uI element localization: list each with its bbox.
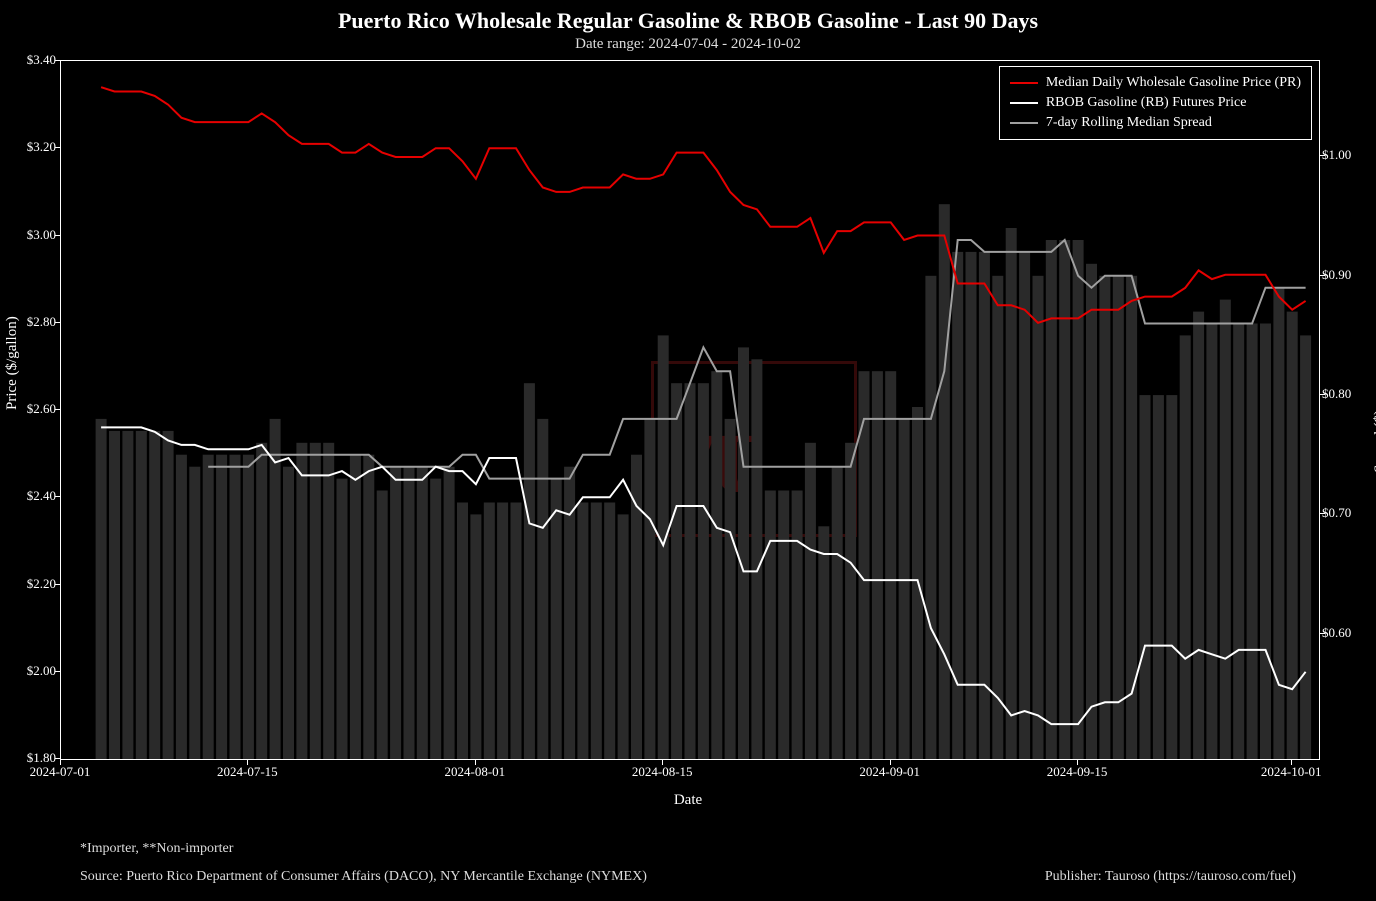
x-tick-label: 2024-09-01 xyxy=(859,764,920,780)
x-tick-label: 2024-09-15 xyxy=(1047,764,1108,780)
footnote-importer: *Importer, **Non-importer xyxy=(80,841,233,857)
x-axis-label: Date xyxy=(0,792,1376,809)
legend-label: 7-day Rolling Median Spread xyxy=(1046,115,1212,131)
y-left-tick-label: $2.60 xyxy=(20,401,56,417)
legend-label: Median Daily Wholesale Gasoline Price (P… xyxy=(1046,75,1301,91)
legend-item-wholesale: Median Daily Wholesale Gasoline Price (P… xyxy=(1010,73,1301,93)
legend-swatch-icon xyxy=(1010,122,1038,124)
footnote-publisher: Publisher: Tauroso (https://tauroso.com/… xyxy=(1045,869,1296,885)
x-tick-label: 2024-10-01 xyxy=(1261,764,1322,780)
y-right-tick-label: $0.90 xyxy=(1322,267,1362,283)
plot-svg xyxy=(61,61,1319,759)
y-right-tick-label: $1.00 xyxy=(1322,147,1362,163)
x-tick-label: 2024-08-15 xyxy=(632,764,693,780)
y-left-tick-label: $1.80 xyxy=(20,750,56,766)
chart-container: Puerto Rico Wholesale Regular Gasoline &… xyxy=(0,0,1376,901)
chart-title: Puerto Rico Wholesale Regular Gasoline &… xyxy=(0,8,1376,34)
y-right-tick-label: $0.60 xyxy=(1322,625,1362,641)
y-left-tick-label: $2.00 xyxy=(20,663,56,679)
x-tick-label: 2024-07-15 xyxy=(217,764,278,780)
y-right-tick-label: $0.80 xyxy=(1322,386,1362,402)
chart-subtitle: Date range: 2024-07-04 - 2024-10-02 xyxy=(0,36,1376,53)
legend-label: RBOB Gasoline (RB) Futures Price xyxy=(1046,95,1247,111)
y-left-tick-label: $3.00 xyxy=(20,227,56,243)
y-axis-left-label: Price ($/gallon) xyxy=(4,316,21,410)
legend-item-spread: 7-day Rolling Median Spread xyxy=(1010,113,1301,133)
y-left-tick-label: $3.40 xyxy=(20,52,56,68)
y-axis-right-label: Spread ($) xyxy=(1372,410,1376,473)
plot-area: τ xyxy=(60,60,1320,760)
y-left-tick-label: $2.80 xyxy=(20,314,56,330)
y-left-tick-label: $2.40 xyxy=(20,488,56,504)
y-left-tick-label: $3.20 xyxy=(20,139,56,155)
legend-swatch-icon xyxy=(1010,102,1038,104)
y-right-tick-label: $0.70 xyxy=(1322,505,1362,521)
legend: Median Daily Wholesale Gasoline Price (P… xyxy=(999,66,1312,140)
x-tick-label: 2024-07-01 xyxy=(30,764,91,780)
legend-swatch-icon xyxy=(1010,82,1038,84)
x-tick-label: 2024-08-01 xyxy=(445,764,506,780)
legend-item-rbob: RBOB Gasoline (RB) Futures Price xyxy=(1010,93,1301,113)
footnote-source: Source: Puerto Rico Department of Consum… xyxy=(80,869,647,885)
y-left-tick-label: $2.20 xyxy=(20,576,56,592)
